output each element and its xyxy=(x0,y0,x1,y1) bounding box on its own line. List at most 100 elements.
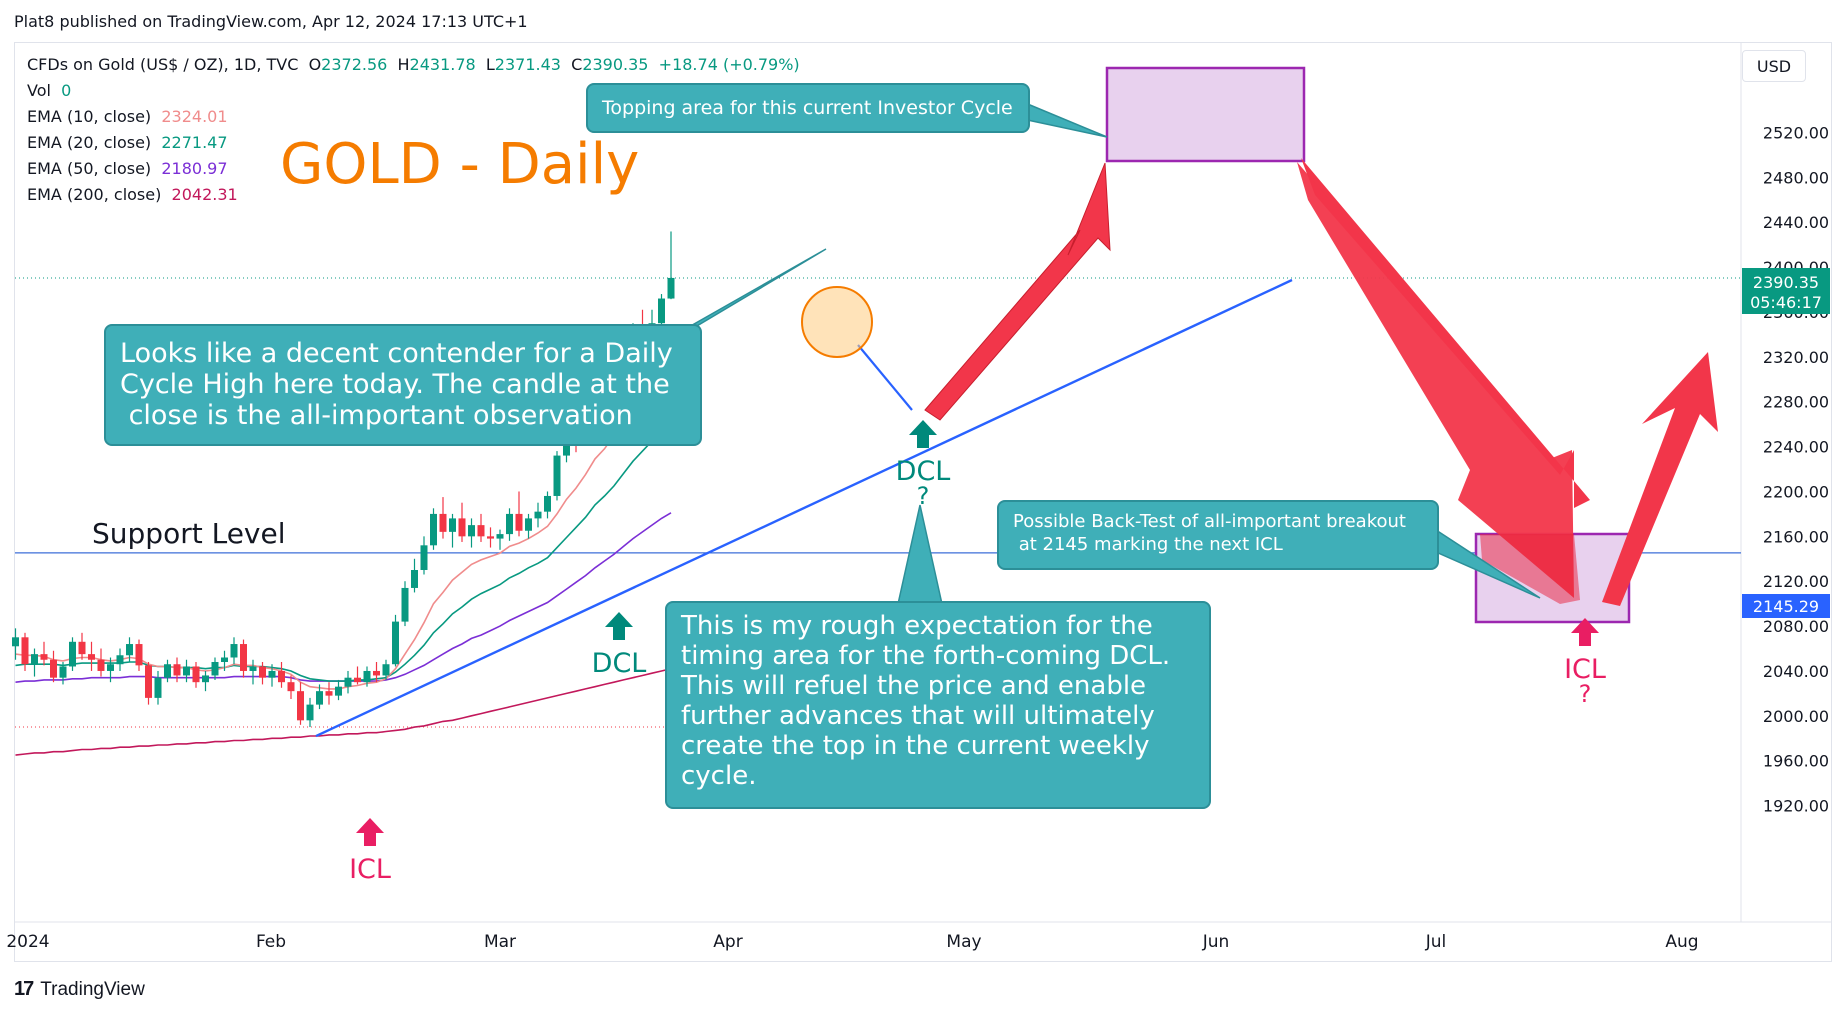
candle-body xyxy=(40,654,48,660)
legend-open: 2372.56 xyxy=(321,55,388,74)
note-daily-cycle-high[interactable]: Looks like a decent contender for a Dail… xyxy=(104,324,702,446)
candle-body xyxy=(135,644,143,666)
candle-body xyxy=(477,525,485,537)
marker-label-dcl: DCL xyxy=(896,456,951,487)
note-daily-line-1: Looks like a decent contender for a Dail… xyxy=(120,338,673,369)
legend-open-label: O xyxy=(308,55,322,74)
x-tick-label: Apr xyxy=(713,932,742,952)
support-price-value: 2145.29 xyxy=(1753,597,1819,616)
note-daily-line-3: close is the all-important observation xyxy=(120,400,633,431)
candle-body xyxy=(506,513,513,535)
candle-body xyxy=(240,644,247,671)
legend-vol-row[interactable]: Vol 0 xyxy=(27,78,800,104)
legend-ema20-row[interactable]: EMA (20, close) 2271.47 xyxy=(27,130,800,156)
legend-high: 2431.78 xyxy=(409,55,476,74)
candle-body xyxy=(363,670,371,683)
candle-body xyxy=(59,666,67,678)
candle-body xyxy=(145,665,152,698)
candle-body xyxy=(430,513,437,546)
y-tick-label: 2480.00 xyxy=(1763,168,1829,187)
marker-label-icl: ICL xyxy=(1564,654,1606,685)
marker-label-icl: ICL xyxy=(349,854,391,885)
tradingview-logo-icon: 17 xyxy=(14,978,34,1000)
legend-change: +18.74 (+0.79%) xyxy=(658,55,800,74)
arrow-to-top xyxy=(924,162,1111,421)
note-exp-line-1: This is my rough expectation for the xyxy=(681,611,1153,641)
candle-body xyxy=(50,659,57,678)
daily-high-circle xyxy=(801,286,873,358)
legend-symbol-row: CFDs on Gold (US$ / OZ), 1D, TVC O2372.5… xyxy=(27,52,800,78)
pointer-topping-note xyxy=(1017,98,1108,138)
legend-ema10-label: EMA (10, close) xyxy=(27,107,152,126)
note-topping-area[interactable]: Topping area for this current Investor C… xyxy=(586,83,1030,133)
note-dcl-expectation[interactable]: This is my rough expectation for the tim… xyxy=(665,601,1211,809)
y-tick-label: 2160.00 xyxy=(1763,527,1829,546)
published-header: Plat8 published on TradingView.com, Apr … xyxy=(14,12,528,31)
candle-body xyxy=(31,654,38,665)
icl-zone-tint xyxy=(1480,534,1580,604)
legend-ema10-value: 2324.01 xyxy=(161,107,228,126)
legend-close-label: C xyxy=(571,55,583,74)
ema10-line xyxy=(15,351,672,690)
candle-body xyxy=(268,670,276,678)
y-tick-label: 2200.00 xyxy=(1763,482,1829,501)
legend-ema50-row[interactable]: EMA (50, close) 2180.97 xyxy=(27,156,800,182)
ema20-line xyxy=(15,411,672,682)
legend-ema50-label: EMA (50, close) xyxy=(27,159,152,178)
candle-body xyxy=(278,670,285,683)
note-exp-line-2: timing area for the forth-coming DCL. xyxy=(681,641,1171,671)
chart-frame xyxy=(14,42,1832,962)
candle-body xyxy=(211,661,219,676)
x-tick-label: May xyxy=(946,932,981,952)
candle-body xyxy=(449,518,456,532)
legend-high-label: H xyxy=(397,55,410,74)
candle-body xyxy=(420,545,428,571)
candle-body xyxy=(221,657,228,662)
candle-body xyxy=(202,675,209,683)
marker-label-dcl: DCL xyxy=(592,648,647,679)
marker-question: ? xyxy=(917,482,930,510)
legend-ema10-row[interactable]: EMA (10, close) 2324.01 xyxy=(27,104,800,130)
candle-body xyxy=(439,513,447,532)
ema200-line xyxy=(15,667,672,756)
support-level-label: Support Level xyxy=(92,517,286,550)
tradingview-logo-text: TradingView xyxy=(40,978,145,1000)
y-tick-label: 2280.00 xyxy=(1763,393,1829,412)
candle-body xyxy=(126,644,133,656)
note-topping-text: Topping area for this current Investor C… xyxy=(602,97,1013,119)
y-tick-label: 2040.00 xyxy=(1763,662,1829,681)
marker-arrow-dcl xyxy=(605,612,633,640)
candle-body xyxy=(173,664,181,676)
x-tick-label: Mar xyxy=(484,932,516,952)
pointer-exp-note xyxy=(897,504,943,605)
candle-body xyxy=(306,704,314,721)
candle-body xyxy=(401,587,409,622)
candle-body xyxy=(344,677,352,687)
y-tick-label: 2000.00 xyxy=(1763,707,1829,726)
note-back-test[interactable]: Possible Back-Test of all-important brea… xyxy=(997,500,1439,570)
candle-body xyxy=(192,666,200,683)
candle-body xyxy=(373,670,380,676)
y-tick-label: 2080.00 xyxy=(1763,617,1829,636)
tradingview-logo[interactable]: 17 TradingView xyxy=(14,978,145,1001)
legend-ema200-row[interactable]: EMA (200, close) 2042.31 xyxy=(27,182,800,208)
currency-selector[interactable]: USD xyxy=(1742,50,1806,82)
x-tick-label: Jul xyxy=(1425,932,1447,952)
candle-body xyxy=(411,570,418,588)
note-backtest-line-1: Possible Back-Test of all-important brea… xyxy=(1013,511,1406,532)
legend-symbol[interactable]: CFDs on Gold (US$ / OZ), 1D, TVC xyxy=(27,55,299,74)
candle-body xyxy=(69,641,76,667)
candle-body xyxy=(297,691,304,721)
note-exp-line-5: create the top in the current weekly xyxy=(681,731,1150,761)
note-backtest-line-2: at 2145 marking the next ICL xyxy=(1013,534,1283,555)
legend-ema20-label: EMA (20, close) xyxy=(27,133,152,152)
x-tick-label: Feb xyxy=(256,932,286,952)
candle-body xyxy=(553,455,561,496)
chart-legend: CFDs on Gold (US$ / OZ), 1D, TVC O2372.5… xyxy=(27,52,800,208)
note-exp-line-6: cycle. xyxy=(681,761,757,791)
y-tick-label: 2320.00 xyxy=(1763,348,1829,367)
candle-body xyxy=(515,513,523,531)
candle-body xyxy=(525,518,532,531)
bar-countdown: 05:46:17 xyxy=(1750,293,1822,312)
legend-ema200-value: 2042.31 xyxy=(171,185,238,204)
